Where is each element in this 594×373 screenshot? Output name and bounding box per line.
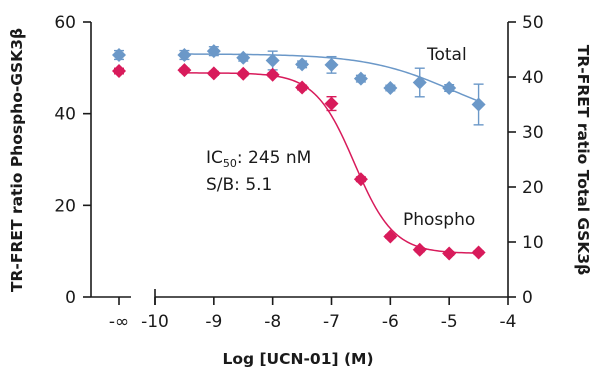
point-total xyxy=(412,75,427,90)
point-phospho xyxy=(324,96,339,111)
point-phospho xyxy=(236,66,251,81)
point-phospho xyxy=(442,246,457,261)
point-phospho xyxy=(295,80,310,95)
x-axis-title: Log [UCN-01] (M) xyxy=(222,350,373,368)
y-left-tick-label: 20 xyxy=(54,196,76,216)
sb-annotation: S/B: 5.1 xyxy=(206,175,272,195)
y-left-tick-label: 60 xyxy=(54,13,76,33)
x-tick-label: -4 xyxy=(500,312,517,332)
fit-curve-phospho xyxy=(184,72,479,254)
ic50-subscript: 50 xyxy=(223,157,237,170)
x-tick-label: -5 xyxy=(441,312,458,332)
point-phospho xyxy=(383,229,398,244)
y-right-tick-label: 20 xyxy=(522,178,544,198)
x-tick-label: -6 xyxy=(382,312,399,332)
point-phospho xyxy=(471,245,486,260)
y-left-tick-label: 40 xyxy=(54,105,76,125)
point-total xyxy=(471,97,486,112)
point-total xyxy=(177,48,192,62)
point-phospho xyxy=(177,63,192,78)
point-total xyxy=(206,44,221,59)
y-right-tick-label: 50 xyxy=(522,13,544,33)
y-right-tick-label: 30 xyxy=(522,123,544,143)
y-left-tick-label: 0 xyxy=(65,288,76,308)
y-right-tick-label: 10 xyxy=(522,233,544,253)
point-phospho xyxy=(112,64,126,79)
x-tick-label: -7 xyxy=(323,312,340,332)
y-right-tick-label: 40 xyxy=(522,68,544,88)
point-phospho xyxy=(206,66,221,81)
point-total xyxy=(236,50,251,65)
point-phospho xyxy=(412,242,427,257)
right-axis-title: TR-FRET ratio Total GSK3β xyxy=(574,45,592,275)
point-total xyxy=(324,57,339,72)
series-label-phospho: Phospho xyxy=(403,210,475,230)
point-total xyxy=(353,71,368,86)
point-phospho xyxy=(353,172,368,187)
ic50-value: : 245 nM xyxy=(237,148,311,168)
point-total xyxy=(265,53,280,68)
y-right-tick-label: 0 xyxy=(522,288,533,308)
x-tick-label: -∞ xyxy=(109,312,129,332)
point-total xyxy=(383,81,398,95)
x-tick-label: -9 xyxy=(205,312,222,332)
ic50-prefix: IC xyxy=(206,148,223,168)
point-total xyxy=(112,48,126,62)
x-tick-label: -10 xyxy=(141,312,169,332)
point-total xyxy=(442,81,457,95)
point-total xyxy=(295,57,310,72)
ic50-annotation: IC50: 245 nM xyxy=(206,148,311,170)
left-axis-title: TR-FRET ratio Phospho-GSK3β xyxy=(8,28,26,292)
ticks xyxy=(83,21,516,305)
series-label-total: Total xyxy=(426,45,467,65)
data-marks xyxy=(112,44,486,261)
x-tick-label: -8 xyxy=(264,312,281,332)
point-phospho xyxy=(265,67,280,82)
